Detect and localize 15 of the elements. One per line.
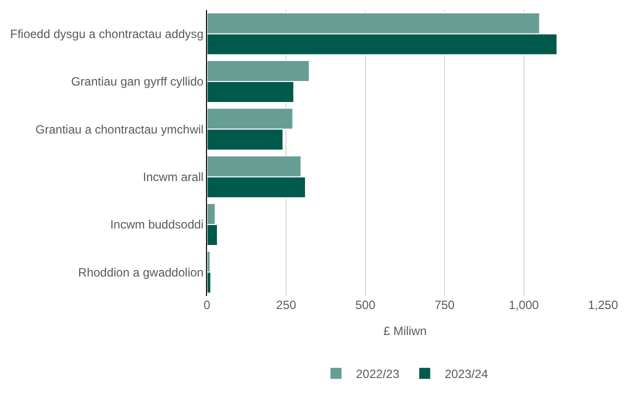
y-tick-label: Ffioedd dysgu a chontractau addysg (10, 27, 204, 42)
x-tick-label: 1,250 (588, 298, 618, 312)
x-axis-title: £ Miliwn (383, 324, 427, 338)
x-tick-label: 1,000 (508, 298, 540, 312)
legend-label: 2023/24 (444, 367, 488, 382)
x-tick-label: 0 (204, 298, 211, 312)
legend-label: 2022/23 (356, 367, 400, 382)
x-tick-label: 750 (434, 298, 455, 312)
y-tick-label: Grantiau a chontractau ymchwil (36, 122, 204, 136)
y-tick-label: Incwm arall (142, 170, 204, 184)
x-tick-label: 250 (276, 298, 297, 312)
y-tick-label: Rhoddion a gwaddolion (78, 265, 204, 280)
x-tick-label: 500 (355, 298, 376, 312)
y-tick-label: Incwm buddsoddi (110, 218, 204, 232)
y-tick-label: Grantiau gan gyrff cyllido (71, 74, 204, 89)
